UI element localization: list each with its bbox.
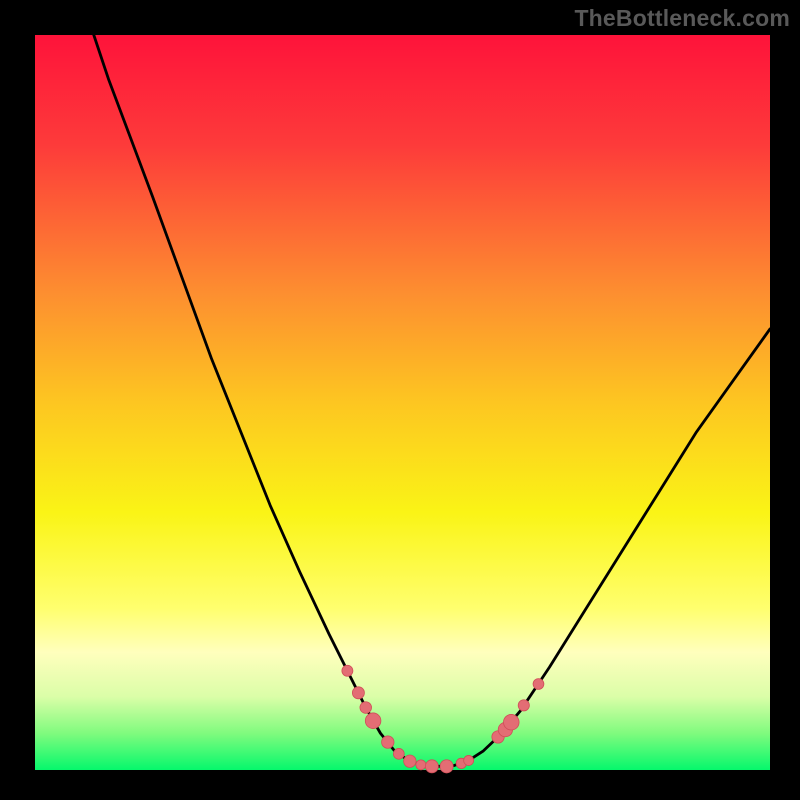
data-marker [365, 713, 381, 729]
plot-background [35, 35, 770, 770]
data-marker [533, 679, 544, 690]
bottleneck-chart [0, 0, 800, 800]
data-marker [352, 687, 364, 699]
data-marker [404, 755, 416, 767]
chart-frame: TheBottleneck.com [0, 0, 800, 800]
watermark-text: TheBottleneck.com [574, 5, 790, 32]
data-marker [342, 665, 353, 676]
data-marker [440, 760, 453, 773]
data-marker [503, 714, 519, 730]
data-marker [416, 760, 426, 770]
data-marker [518, 700, 529, 711]
data-marker [425, 760, 438, 773]
data-marker [393, 748, 404, 759]
data-marker [382, 736, 394, 748]
data-marker [360, 702, 372, 714]
data-marker [464, 755, 474, 765]
